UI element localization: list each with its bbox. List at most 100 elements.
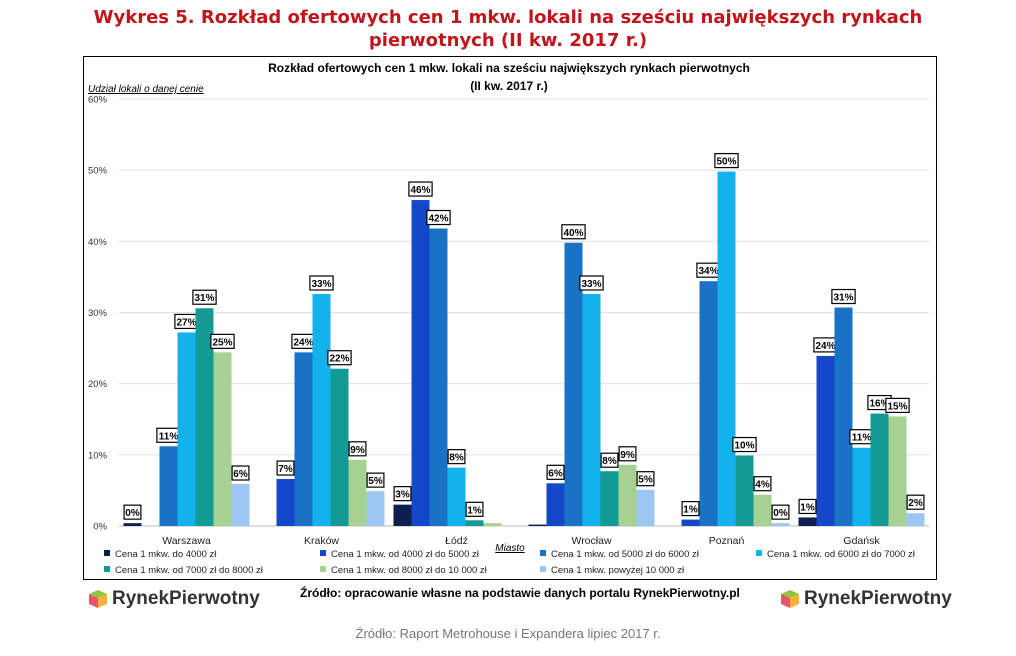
bar-2-1 — [411, 200, 430, 526]
x-tick-label: Poznań — [709, 535, 745, 547]
bar-3-2 — [564, 242, 583, 527]
data-label-box — [546, 464, 565, 480]
bar-2-4 — [465, 520, 484, 526]
data-label-box — [618, 446, 637, 462]
bar-5-5 — [888, 416, 907, 526]
data-label: 31% — [194, 293, 214, 304]
data-label: 5% — [368, 476, 383, 487]
bar-0-3 — [177, 332, 196, 526]
data-label-box — [426, 209, 451, 226]
data-label: 6% — [233, 469, 248, 480]
y-tick-label: 40% — [88, 237, 108, 248]
logo-right: RynekPierwotny — [780, 588, 952, 610]
bar-1-6 — [366, 491, 385, 526]
bar-3-4 — [600, 471, 619, 526]
data-label-box — [348, 441, 367, 457]
footer-source: Źródło: Raport Metrohouse i Expandera li… — [355, 626, 661, 641]
data-label: 40% — [563, 228, 583, 239]
rynekpierwotny-cube-icon — [781, 590, 799, 608]
bar-1-1 — [276, 479, 295, 526]
data-label-box — [231, 465, 250, 481]
y-tick-label: 60% — [88, 95, 108, 106]
data-label-box — [192, 289, 217, 305]
bar-chart: Rozkład ofertowych cen 1 mkw. lokali na … — [88, 61, 929, 576]
data-label: 7% — [278, 464, 293, 475]
data-label-box — [906, 494, 925, 510]
bar-4-2 — [699, 281, 718, 526]
data-label: 2% — [908, 498, 923, 509]
bar-0-4 — [195, 308, 214, 526]
logo-left-text: RynekPierwotny — [112, 588, 260, 609]
data-label: 22% — [329, 354, 349, 365]
data-label: 1% — [800, 502, 815, 513]
bar-2-0 — [393, 504, 412, 526]
x-tick-label: Łódź — [445, 535, 468, 547]
bar-4-3 — [717, 171, 736, 526]
data-label-box — [681, 500, 700, 517]
bar-4-5 — [753, 494, 772, 526]
legend-entry: Cena 1 mkw. powyżej 10 000 zł — [551, 565, 685, 576]
legend-swatch — [756, 550, 762, 556]
data-label-box — [309, 275, 334, 291]
data-label: 11% — [852, 433, 872, 444]
data-label: 0% — [773, 508, 788, 519]
legend-swatch — [540, 566, 546, 572]
bar-3-5 — [618, 464, 637, 526]
data-label: 8% — [449, 453, 464, 464]
bar-3-0 — [528, 524, 547, 526]
logo-left: RynekPierwotny — [88, 588, 260, 610]
data-label-box — [393, 486, 412, 502]
chart-frame: Rozkład ofertowych cen 1 mkw. lokali na … — [83, 56, 937, 580]
x-tick-label: Kraków — [304, 535, 339, 547]
bar-2-3 — [447, 467, 466, 526]
y-tick-label: 20% — [88, 379, 108, 390]
bar-4-4 — [735, 455, 754, 526]
heading-line-2: pierwotnych (II kw. 2017 r.) — [368, 30, 648, 51]
data-label: 16% — [869, 399, 889, 410]
bar-0-6 — [231, 484, 250, 526]
bar-5-2 — [834, 307, 853, 526]
bar-1-3 — [312, 293, 331, 526]
legend-entry: Cena 1 mkw. od 7000 zł do 8000 zł — [115, 565, 264, 576]
data-label: 11% — [159, 431, 179, 442]
bar-1-2 — [294, 352, 313, 526]
data-label-box — [210, 333, 235, 349]
bar-5-1 — [816, 355, 835, 526]
bar-4-6 — [771, 523, 790, 526]
data-label-box — [123, 504, 142, 520]
data-label-box — [447, 449, 466, 465]
data-label-box — [885, 397, 910, 414]
data-label-box — [465, 501, 484, 517]
data-label: 1% — [683, 505, 698, 516]
data-label-box — [561, 224, 586, 240]
data-label: 15% — [887, 401, 907, 412]
rynekpierwotny-cube-icon — [89, 590, 107, 608]
logo-right-text: RynekPierwotny — [804, 588, 952, 609]
legend-entry: Cena 1 mkw. od 8000 zł do 10 000 zł — [331, 565, 488, 576]
data-label-box — [771, 504, 790, 520]
bar-2-5 — [483, 523, 502, 526]
legend-swatch — [320, 550, 326, 556]
bar-5-0 — [798, 517, 817, 526]
legend-entry: Cena 1 mkw. od 6000 zł do 7000 zł — [767, 549, 916, 560]
data-label: 9% — [620, 450, 635, 461]
data-label-box — [831, 288, 856, 305]
data-label-box — [714, 152, 739, 169]
bar-1-4 — [330, 368, 349, 526]
data-label: 42% — [428, 214, 448, 225]
data-label: 6% — [548, 468, 563, 479]
chart-title-line-1: Rozkład ofertowych cen 1 mkw. lokali na … — [268, 61, 750, 75]
x-tick-label: Wrocław — [571, 535, 611, 547]
x-axis-label: Miasto — [495, 543, 525, 554]
data-label: 33% — [581, 279, 601, 290]
legend-entry: Cena 1 mkw. od 4000 zł do 5000 zł — [331, 549, 480, 560]
y-tick-label: 10% — [88, 450, 108, 461]
y-axis-label: Udział lokali o danej cenie — [88, 84, 204, 95]
bar-1-5 — [348, 459, 367, 526]
data-label: 27% — [176, 317, 196, 328]
data-label-box — [327, 350, 352, 366]
bar-0-5 — [213, 352, 232, 526]
y-tick-label: 50% — [88, 166, 108, 177]
legend-entry: Cena 1 mkw. do 4000 zł — [115, 549, 217, 560]
data-label-box — [798, 498, 817, 515]
